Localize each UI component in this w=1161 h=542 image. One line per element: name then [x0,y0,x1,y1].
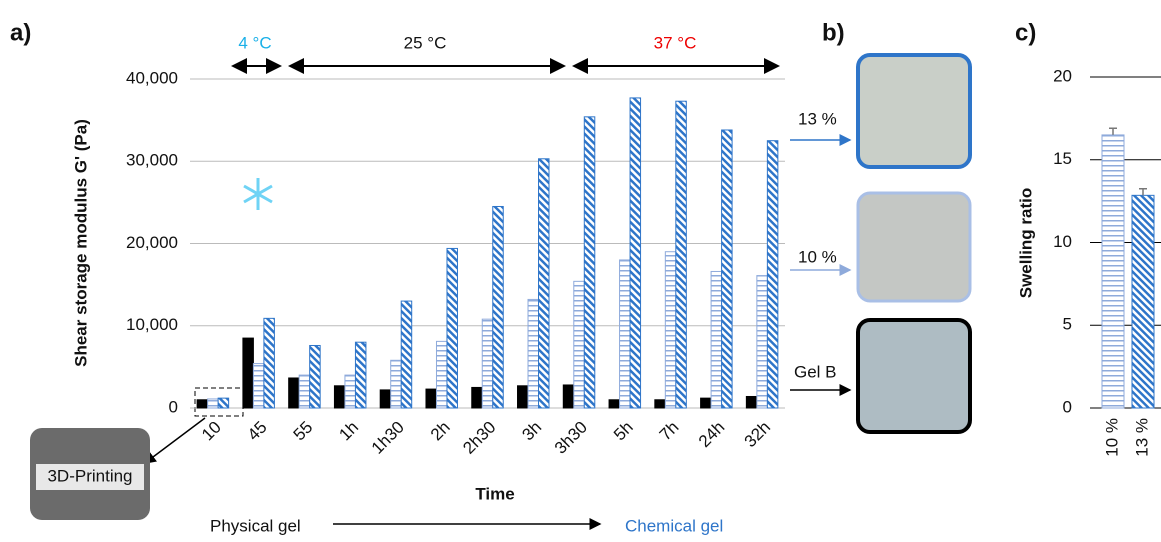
y-tick-label: 10,000 [126,315,178,334]
bar [390,359,402,409]
x-tick-label: 13 % [1132,418,1151,457]
bar [446,247,458,409]
bar [400,300,413,409]
panel-letter: b) [822,19,845,46]
bar [608,399,621,409]
error-bar [1109,127,1117,135]
bar [354,341,367,409]
x-tick-label: 1h30 [368,418,408,458]
temp-label: 25 °C [404,33,447,52]
x-tick-label: 3h [518,418,545,445]
bar [654,399,666,409]
x-tick-label: 24h [695,418,728,451]
bar [207,398,219,409]
bar [263,317,275,409]
y-tick-label: 10 [1053,232,1072,251]
photo-caption: 3D-Printing [47,466,132,485]
y-tick-label: 0 [1063,397,1072,416]
gel-label: Chemical gel [625,516,723,535]
x-tick-label: 55 [290,418,317,445]
sample-label: 13 % [798,109,837,128]
bar [288,377,300,409]
bar [298,374,311,409]
bar [517,385,529,409]
bar [217,397,230,409]
y-tick-label: 0 [169,397,178,416]
bar [538,158,550,409]
sample-label: 10 % [798,247,837,266]
temp-label: 37 °C [654,33,697,52]
snowflake [243,178,273,210]
bar [252,363,265,409]
bar [583,116,596,409]
bar [664,251,677,409]
dashed-box [194,387,244,417]
bar [1131,194,1155,409]
photo [856,53,972,169]
gel-label: Physical gel [210,516,301,535]
y-tick-label: 30,000 [126,151,178,170]
photo-caption-box [36,464,144,490]
panel-letter: a) [10,19,31,46]
temp-label: 4 °C [238,33,271,52]
bar [756,275,768,409]
x-tick-label: 7h [656,418,683,445]
bar [721,129,733,409]
y-tick-label: 5 [1063,315,1072,334]
bar [425,388,437,409]
bar [344,374,356,409]
photo [856,191,972,303]
bar [700,397,712,409]
bar [619,259,631,409]
y-tick-label: 15 [1053,149,1072,168]
y-axis-title: Swelling ratio [1016,188,1035,299]
bar [242,337,254,409]
x-tick-label: 32h [741,418,774,451]
bar [309,344,321,409]
bar [435,340,448,409]
x-tick-label: 2h [427,418,454,445]
error-bar [1139,187,1147,196]
bar [745,395,758,409]
bar [675,100,687,409]
y-tick-label: 20 [1053,66,1072,85]
x-tick-label: 5h [610,418,637,445]
bar [562,384,575,409]
bar [481,318,494,409]
y-tick-label: 20,000 [126,233,178,252]
bar [333,385,346,409]
bar [710,270,723,409]
x-axis-title: Time [475,484,514,503]
pointer [143,417,206,464]
x-tick-label: 10 % [1102,418,1121,457]
bar [471,386,483,409]
bar [492,205,504,409]
y-tick-label: 40,000 [126,68,178,87]
x-tick-label: 10 [198,418,225,445]
x-tick-label: 2h30 [459,418,499,458]
sample-label: Gel B [794,362,837,381]
bar [573,280,585,409]
bar [196,399,209,409]
x-tick-label: 45 [244,418,271,445]
panel-letter: c) [1015,19,1036,46]
photo [856,318,972,434]
bar [629,97,642,409]
y-axis-title: Shear storage modulus G' (Pa) [71,119,90,367]
x-tick-label: 1h [335,418,362,445]
bar [379,389,392,409]
x-tick-label: 3h30 [551,418,591,458]
bar [766,140,779,409]
bar [527,298,540,409]
bar [1101,134,1125,409]
